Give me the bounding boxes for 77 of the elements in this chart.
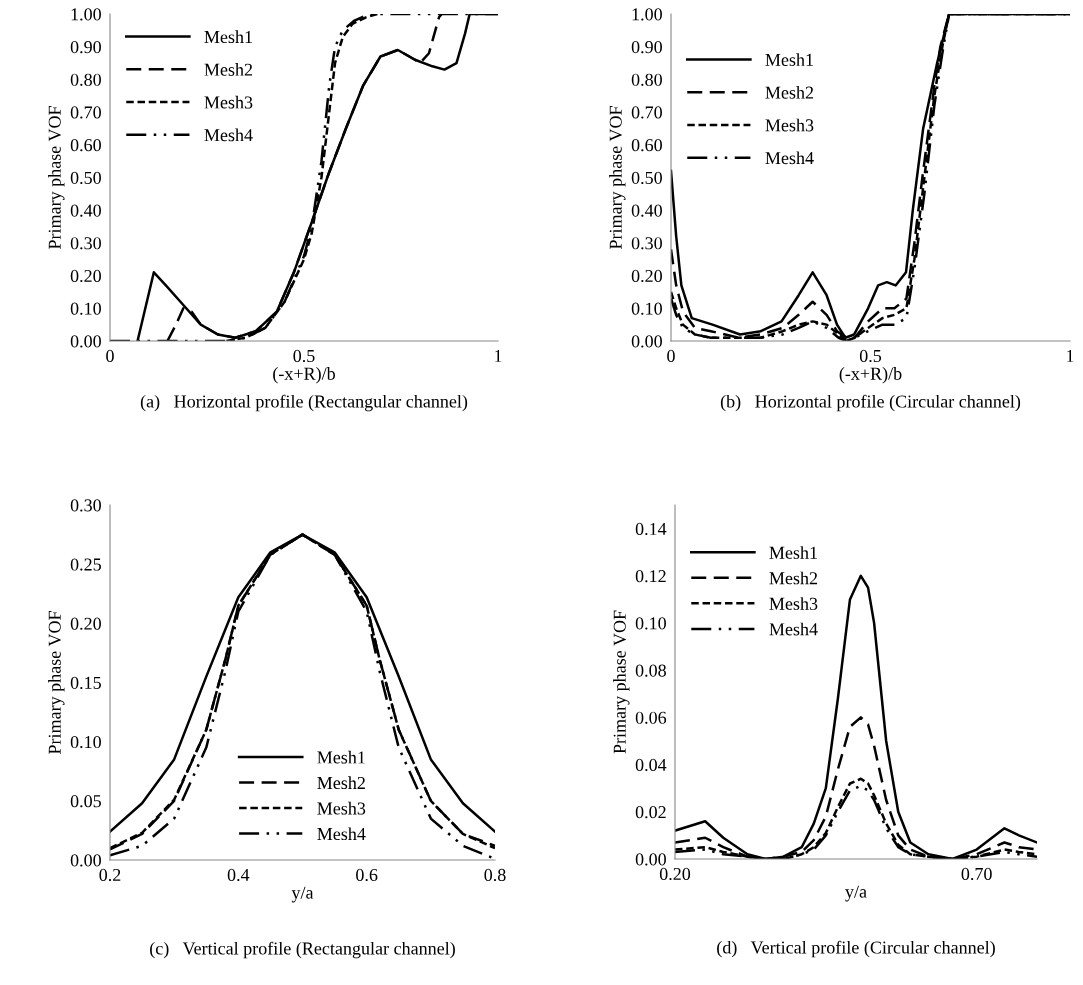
y-tick-label: 0.40 — [70, 204, 101, 217]
x-tick-label: 1 — [1067, 349, 1074, 362]
y-tick-label: 0.60 — [70, 139, 101, 152]
y-tick-label: 0.70 — [70, 106, 101, 119]
y-tick-label: 0.06 — [635, 711, 667, 724]
y-tick-label: 0.80 — [70, 73, 101, 86]
legend-label: Mesh1 — [204, 30, 252, 44]
y-tick-label: 0.30 — [70, 237, 101, 250]
x-tick-label: 1 — [495, 349, 502, 362]
x-tick-label: 0.8 — [484, 868, 506, 882]
y-tick-label: 0.90 — [70, 40, 101, 54]
y-tick-label: 0.90 — [631, 40, 662, 54]
y-tick-label: 1.00 — [632, 8, 662, 21]
x-axis-title: (-x+R)/b — [273, 367, 335, 384]
legend-label: Mesh1 — [769, 546, 817, 559]
y-tick-label: 1.00 — [71, 8, 101, 21]
x-tick-label: 0 — [667, 349, 675, 363]
y-axis-title: Primary phase VOF — [48, 611, 65, 755]
y-tick-label: 0.10 — [70, 735, 101, 749]
y-tick-label: 0.50 — [70, 171, 101, 185]
y-tick-label: 0.30 — [70, 499, 101, 512]
x-axis-title: y/a — [845, 885, 867, 902]
y-tick-label: 0.20 — [631, 269, 662, 283]
legend-label: Mesh4 — [765, 151, 814, 165]
legend-label: Mesh2 — [769, 571, 818, 585]
y-tick-label: 0.20 — [70, 617, 101, 630]
legend-label: Mesh2 — [204, 63, 253, 76]
y-tick-label: 0.50 — [631, 171, 662, 185]
text: (a) Horizontal profile (Rectangular channel) — [140, 394, 468, 412]
legend-label: Mesh3 — [204, 95, 253, 109]
x-axis-title: y/a — [291, 886, 314, 903]
y-tick-label: 0.30 — [631, 237, 662, 250]
text: (b) Horizontal profile (Circular channel) — [720, 394, 1021, 412]
y-tick-label: 0.14 — [635, 522, 667, 536]
legend-label: Mesh3 — [769, 597, 818, 610]
y-tick-label: 0.02 — [635, 806, 666, 819]
x-tick-label: 0.6 — [356, 868, 378, 882]
y-tick-label: 0.00 — [635, 853, 666, 866]
x-tick-label: 0 — [106, 349, 114, 363]
y-tick-label: 0.12 — [635, 570, 666, 583]
y-tick-label: 0.10 — [635, 617, 666, 630]
y-tick-label: 0.80 — [631, 73, 662, 86]
x-axis-title: (-x+R)/b — [839, 367, 902, 384]
x-tick-label: 0.70 — [961, 867, 992, 881]
text: (c) Vertical profile (Rectangular channel) — [150, 941, 455, 959]
x-tick-label: 0.2 — [99, 868, 121, 882]
y-axis-title: Primary phase VOF — [48, 106, 65, 250]
y-tick-label: 0.00 — [70, 854, 101, 867]
y-tick-label: 0.10 — [70, 302, 101, 315]
legend-label: Mesh2 — [765, 85, 814, 99]
y-tick-label: 0.05 — [70, 795, 101, 808]
y-tick-label: 0.20 — [70, 269, 101, 283]
legend-label: Mesh4 — [204, 128, 253, 142]
y-tick-label: 0.25 — [70, 558, 101, 571]
y-tick-label: 0.04 — [635, 758, 667, 772]
y-tick-label: 0.08 — [635, 664, 666, 677]
legend-label: Mesh3 — [317, 801, 366, 815]
x-tick-label: 0.5 — [293, 349, 315, 363]
legend-label: Mesh2 — [317, 776, 365, 790]
text: (d) Vertical profile (Circular channel) — [717, 940, 995, 958]
y-tick-label: 0.00 — [631, 335, 662, 348]
y-tick-label: 0.15 — [70, 676, 101, 690]
x-tick-label: 0.20 — [659, 867, 691, 881]
y-tick-label: 0.00 — [70, 335, 101, 348]
y-tick-label: 0.40 — [631, 204, 662, 217]
x-tick-label: 0.5 — [859, 349, 882, 363]
legend-label: Mesh3 — [765, 118, 814, 132]
legend-label: Mesh1 — [765, 53, 813, 66]
legend-label: Mesh4 — [317, 827, 366, 841]
y-axis-title: Primary phase VOF — [609, 106, 626, 250]
y-axis-title: Primary phase VOF — [613, 610, 630, 754]
legend-label: Mesh4 — [769, 622, 818, 636]
y-tick-label: 0.70 — [631, 106, 662, 119]
x-tick-label: 0.4 — [227, 868, 250, 882]
legend-label: Mesh1 — [317, 750, 365, 764]
y-tick-label: 0.10 — [631, 302, 662, 315]
y-tick-label: 0.60 — [631, 139, 662, 152]
